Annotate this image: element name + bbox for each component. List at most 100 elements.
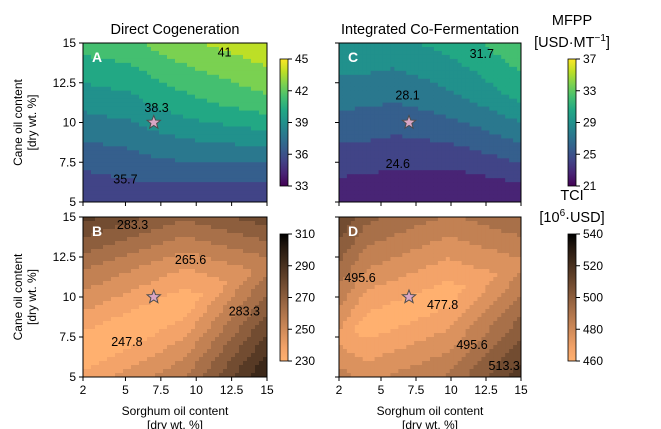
contour-cell: [441, 90, 447, 96]
contour-cell: [143, 217, 148, 222]
contour-cell: [199, 166, 204, 171]
contour-cell: [135, 198, 140, 202]
contour-cell: [358, 158, 364, 163]
contour-cell: [179, 229, 184, 234]
contour-cell: [485, 178, 490, 183]
contour-cell: [481, 146, 486, 151]
contour-cell: [513, 74, 518, 80]
contour-cell: [115, 150, 120, 155]
contour-cell: [354, 102, 360, 108]
contour-cell: [147, 46, 152, 52]
contour-cell: [175, 126, 180, 132]
contour-cell: [374, 162, 380, 167]
contour-cell: [179, 134, 184, 140]
contour-cell: [374, 190, 380, 195]
contour-cell: [418, 130, 423, 136]
contour-cell: [107, 78, 112, 84]
contour-cell: [207, 170, 212, 175]
contour-cell: [183, 301, 188, 306]
contour-cell: [203, 58, 208, 64]
contour-cell: [171, 50, 176, 56]
contour-cell: [203, 114, 208, 120]
contour-cell: [191, 329, 196, 334]
contour-cell: [231, 94, 236, 100]
contour-cell: [111, 58, 116, 64]
contour-cell: [370, 106, 376, 112]
contour-cell: [107, 74, 112, 80]
contour-cell: [402, 166, 407, 171]
contour-cell: [215, 110, 220, 116]
contour-cell: [227, 170, 232, 175]
contour-cell: [187, 221, 192, 226]
contour-cell: [473, 66, 479, 72]
contour-cell: [247, 166, 252, 171]
contour-cell: [107, 134, 112, 140]
contour-cell: [139, 62, 144, 68]
contour-cell: [103, 277, 108, 282]
contour-cell: [441, 122, 447, 128]
contour-cell: [123, 253, 128, 258]
contour-cell: [215, 114, 220, 120]
contour-cell: [433, 54, 439, 60]
contour-cell: [243, 46, 248, 52]
contour-cell: [235, 170, 240, 175]
contour-cell: [441, 138, 447, 143]
contour-cell: [147, 225, 152, 230]
contour-cell: [426, 154, 431, 159]
contour-cell: [187, 361, 192, 366]
contour-cell: [259, 134, 264, 140]
contour-cell: [402, 58, 407, 64]
contour-cell: [167, 253, 172, 258]
contour-cell: [107, 229, 112, 234]
contour-cell: [199, 110, 204, 116]
contour-cell: [513, 78, 518, 84]
contour-cell: [378, 138, 384, 143]
contour-cell: [227, 46, 232, 52]
contour-cell: [103, 341, 108, 346]
contour-cell: [382, 66, 388, 72]
contour-cell: [135, 70, 140, 76]
contour-cell: [175, 301, 180, 306]
contour-cell: [195, 281, 200, 286]
contour-cell: [339, 82, 344, 88]
contour-cell: [195, 225, 200, 230]
contour-cell: [131, 162, 136, 167]
contour-cell: [167, 277, 172, 282]
contour-cell: [477, 142, 483, 147]
contour-cell: [135, 146, 140, 151]
contour-cell: [339, 50, 344, 56]
contour-cell: [123, 245, 128, 250]
contour-cell: [339, 78, 344, 84]
contour-cell: [390, 43, 395, 48]
contour-cell: [195, 229, 200, 234]
contour-cell: [151, 162, 156, 167]
contour-cell: [207, 86, 212, 92]
contour-cell: [131, 190, 136, 195]
contour-cell: [131, 273, 136, 278]
contour-cell: [119, 98, 124, 104]
contour-cell: [195, 373, 200, 377]
contour-cell: [441, 126, 447, 132]
contour-cell: [119, 333, 124, 338]
contour-cell: [418, 138, 423, 143]
contour-cell: [406, 126, 411, 132]
contour-cell: [394, 122, 399, 128]
contour-cell: [167, 122, 172, 128]
contour-cell: [402, 106, 407, 112]
contour-cell: [107, 241, 112, 246]
contour-cell: [426, 190, 431, 195]
contour-cell: [473, 194, 479, 199]
contour-cell: [175, 265, 180, 270]
contour-cell: [91, 317, 96, 322]
contour-cell: [191, 297, 196, 302]
contour-cell: [159, 357, 164, 362]
contour-cell: [119, 142, 124, 147]
contour-cell: [115, 122, 120, 128]
contour-cell: [187, 82, 192, 88]
contour-cell: [441, 118, 447, 124]
contour-cell: [457, 170, 463, 175]
contour-cell: [485, 142, 490, 147]
contour-cell: [119, 178, 124, 183]
contour-cell: [445, 142, 451, 147]
contour-cell: [517, 106, 521, 112]
